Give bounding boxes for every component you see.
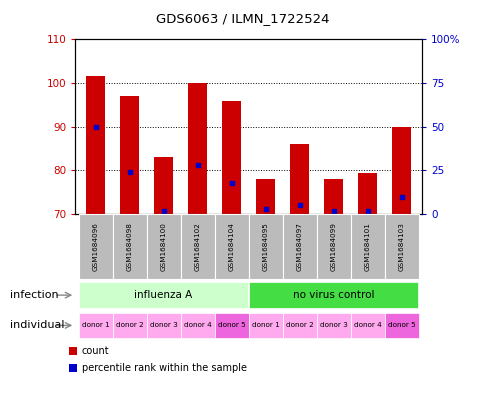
Text: donor 2: donor 2: [285, 322, 313, 329]
Text: donor 3: donor 3: [150, 322, 177, 329]
Text: GSM1684095: GSM1684095: [262, 222, 268, 271]
Bar: [180, 313, 214, 338]
Bar: [120, 96, 138, 214]
Bar: [358, 173, 376, 214]
Bar: [214, 313, 248, 338]
Text: GSM1684104: GSM1684104: [228, 222, 234, 271]
Bar: [112, 214, 146, 279]
Text: GSM1684103: GSM1684103: [398, 222, 404, 271]
Text: GSM1684101: GSM1684101: [364, 222, 370, 271]
Text: donor 5: donor 5: [217, 322, 245, 329]
Text: GSM1684099: GSM1684099: [330, 222, 336, 271]
Bar: [146, 313, 180, 338]
Bar: [248, 214, 282, 279]
Text: donor 2: donor 2: [116, 322, 143, 329]
Bar: [282, 313, 316, 338]
Text: infection: infection: [10, 290, 58, 300]
Bar: [154, 157, 173, 214]
Text: no virus control: no virus control: [292, 290, 374, 300]
Bar: [78, 313, 112, 338]
Bar: [112, 313, 146, 338]
Text: GSM1684097: GSM1684097: [296, 222, 302, 271]
Bar: [79, 283, 247, 308]
Bar: [350, 313, 384, 338]
Bar: [289, 144, 308, 214]
Text: donor 1: donor 1: [251, 322, 279, 329]
Bar: [316, 313, 350, 338]
Text: donor 4: donor 4: [353, 322, 380, 329]
Text: GSM1684102: GSM1684102: [194, 222, 200, 271]
Bar: [214, 214, 248, 279]
Bar: [146, 214, 180, 279]
Text: individual: individual: [10, 320, 64, 331]
Bar: [69, 347, 77, 355]
Bar: [222, 101, 241, 214]
Bar: [249, 283, 417, 308]
Bar: [384, 214, 418, 279]
Bar: [86, 77, 105, 214]
Bar: [350, 214, 384, 279]
Bar: [392, 127, 410, 214]
Text: GDS6063 / ILMN_1722524: GDS6063 / ILMN_1722524: [155, 12, 329, 25]
Bar: [78, 214, 112, 279]
Text: donor 1: donor 1: [81, 322, 109, 329]
Bar: [384, 313, 418, 338]
Bar: [180, 214, 214, 279]
Bar: [316, 214, 350, 279]
Bar: [188, 83, 207, 214]
Text: percentile rank within the sample: percentile rank within the sample: [81, 363, 246, 373]
Bar: [248, 313, 282, 338]
Text: GSM1684100: GSM1684100: [160, 222, 166, 271]
Bar: [69, 364, 77, 372]
Text: donor 4: donor 4: [183, 322, 211, 329]
Bar: [282, 214, 316, 279]
Text: count: count: [81, 346, 109, 356]
Text: GSM1684098: GSM1684098: [126, 222, 132, 271]
Bar: [256, 179, 274, 214]
Text: donor 3: donor 3: [319, 322, 347, 329]
Text: GSM1684096: GSM1684096: [92, 222, 98, 271]
Bar: [323, 179, 342, 214]
Text: donor 5: donor 5: [387, 322, 415, 329]
Text: influenza A: influenza A: [134, 290, 192, 300]
